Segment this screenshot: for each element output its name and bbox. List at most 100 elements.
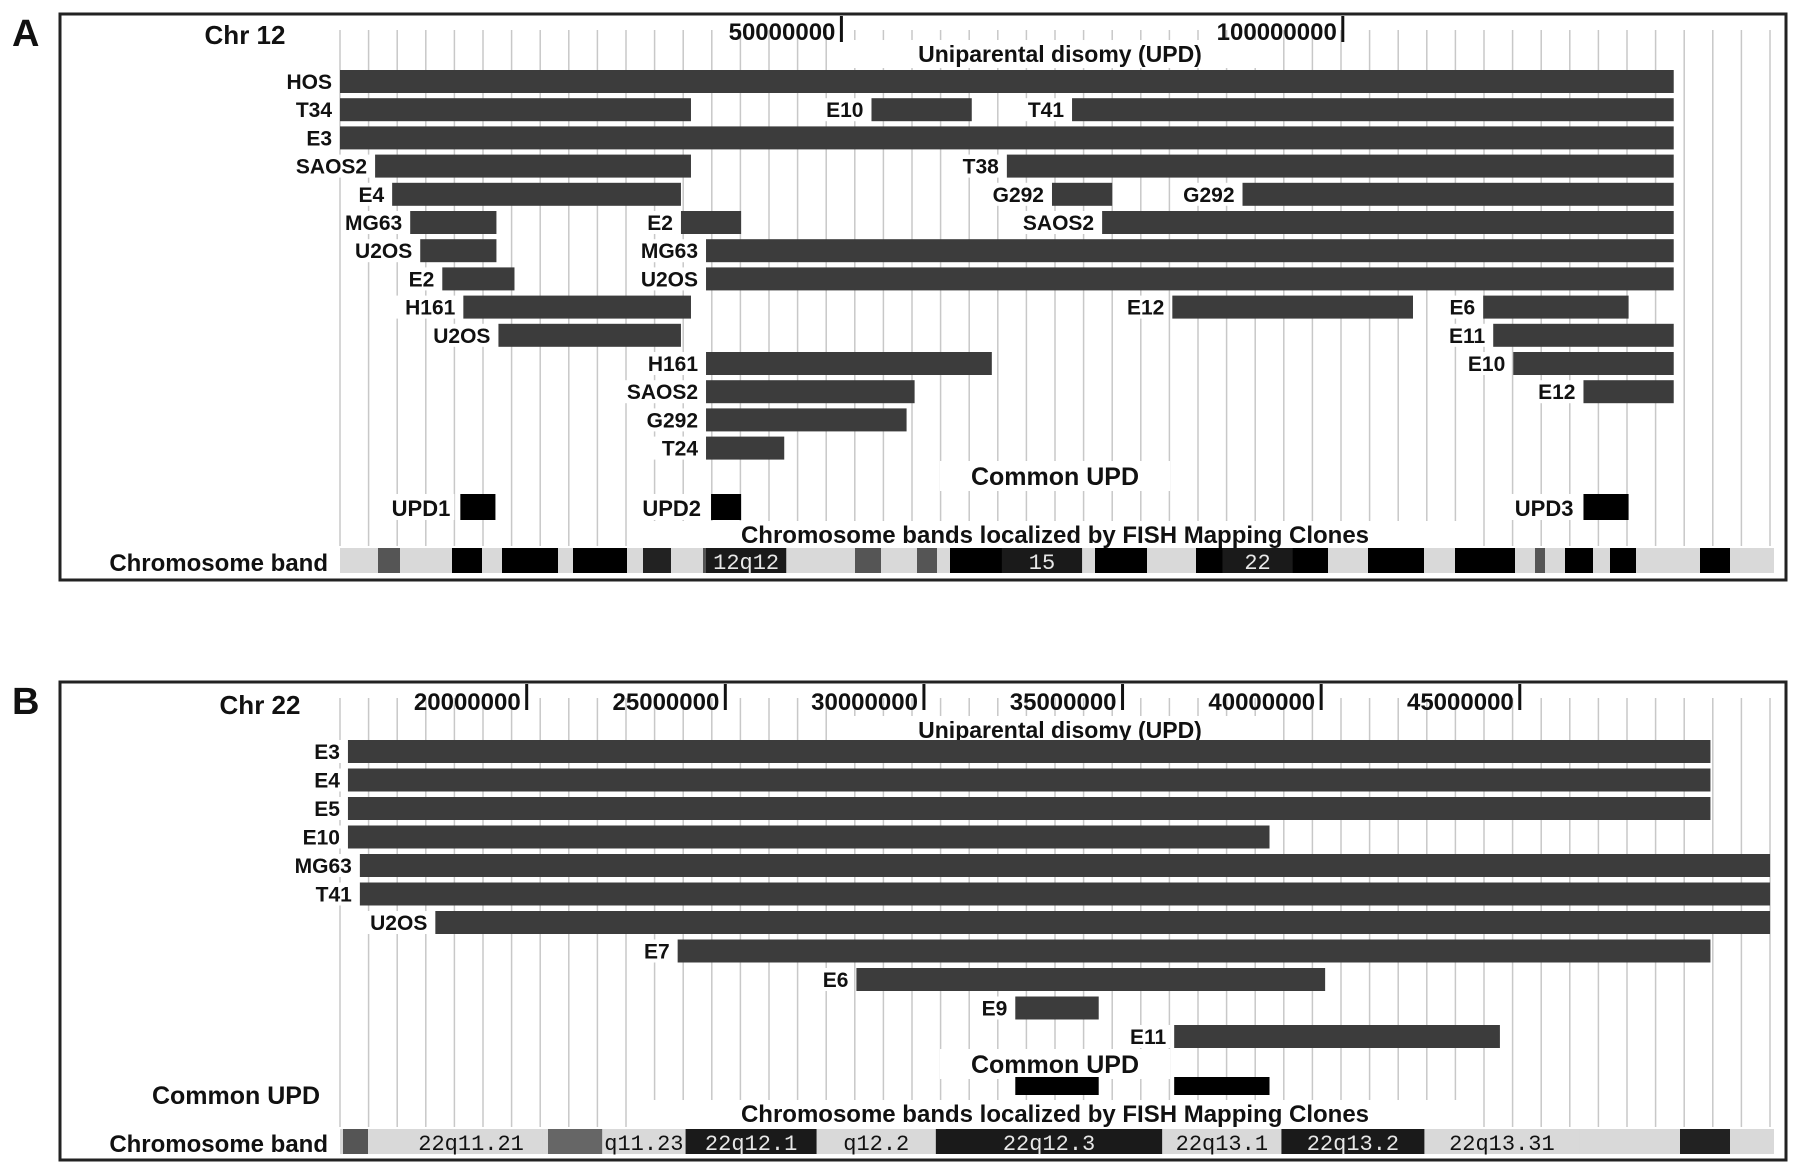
upd-segment bbox=[420, 239, 497, 263]
band-block bbox=[1505, 548, 1515, 573]
segment-label: H161 bbox=[648, 353, 699, 376]
segment-label-bg bbox=[286, 70, 336, 93]
segment-label-bg bbox=[307, 768, 344, 792]
common-upd-blocks: UPD1 UPD2 UPD3 bbox=[388, 494, 1629, 521]
upd-segment bbox=[442, 267, 515, 291]
segment-label-bg bbox=[293, 825, 344, 849]
segment-label-bg bbox=[1020, 211, 1099, 234]
segment-label-bg bbox=[293, 154, 372, 178]
upd-segment bbox=[347, 797, 1711, 820]
chromosome-label: Chr 22 bbox=[220, 690, 301, 720]
upd-segment bbox=[1493, 323, 1674, 347]
common-upd-block bbox=[1174, 1077, 1270, 1095]
band-row-label: Chromosome band bbox=[109, 550, 328, 577]
common-upd-title-bg bbox=[940, 461, 1170, 491]
band-label: 22q12.1 bbox=[705, 1132, 797, 1157]
segment-label-bg bbox=[952, 154, 1003, 178]
upd-segment bbox=[392, 182, 681, 206]
band-block bbox=[1610, 548, 1636, 573]
band-labeled bbox=[399, 1129, 543, 1154]
segment-label: U2OS bbox=[355, 240, 412, 263]
segment-label: U2OS bbox=[641, 268, 698, 291]
upd-segment bbox=[1015, 996, 1099, 1020]
axis-tick-label: 50000000 bbox=[729, 19, 836, 46]
band-label: 22q12.3 bbox=[1003, 1132, 1095, 1157]
common-upd-block bbox=[1583, 494, 1629, 520]
band-label: q11.23 bbox=[604, 1132, 683, 1157]
band-block bbox=[1290, 548, 1328, 573]
segment-label-bg bbox=[1120, 1025, 1171, 1048]
band-label: 22q11.21 bbox=[418, 1132, 524, 1157]
segment-label: SAOS2 bbox=[296, 156, 367, 179]
segment-label: U2OS bbox=[370, 912, 427, 935]
axis-tick-label: 20000000 bbox=[414, 689, 521, 716]
band-labeled bbox=[1281, 1129, 1425, 1154]
segment-label: E11 bbox=[1449, 325, 1486, 348]
band-labeled bbox=[1424, 1129, 1580, 1154]
segment-label-bg bbox=[1459, 352, 1510, 375]
band-block bbox=[1535, 548, 1545, 573]
upd-segment bbox=[1583, 380, 1674, 404]
panel-letter: B bbox=[12, 681, 39, 723]
segment-label-bg bbox=[402, 267, 439, 291]
upd-segment bbox=[706, 436, 785, 460]
common-upd-block bbox=[711, 494, 742, 520]
common-upd-side-label: Common UPD bbox=[152, 1082, 320, 1110]
segment-label: T34 bbox=[296, 99, 333, 122]
upd-segments: E3 E4 E5 E10 MG63 T41 U2OS E7 E6 E9 E11 bbox=[291, 740, 1771, 1049]
upd-segment bbox=[706, 380, 915, 404]
common-upd-title: Common UPD bbox=[971, 463, 1139, 491]
segment-label: E6 bbox=[1450, 297, 1476, 320]
upd-segment bbox=[1102, 211, 1674, 234]
band-label: 15 bbox=[1029, 551, 1055, 576]
upd-segment bbox=[706, 408, 907, 432]
upd-segment bbox=[1174, 1025, 1500, 1048]
band-block bbox=[573, 548, 627, 573]
band-block bbox=[1565, 548, 1593, 573]
band-row-label: Chromosome band bbox=[109, 1131, 328, 1158]
upd-segment bbox=[680, 211, 742, 234]
segment-label-bg bbox=[640, 211, 677, 234]
segment-label-bg bbox=[652, 436, 703, 460]
upd-segment bbox=[347, 768, 1711, 792]
band-labeled bbox=[685, 1129, 817, 1154]
fish-title: Chromosome bands localized by FISH Mappi… bbox=[741, 1101, 1369, 1128]
segment-label-bg bbox=[1174, 182, 1239, 206]
band-block bbox=[643, 548, 671, 573]
common-upd-block bbox=[1015, 1077, 1099, 1095]
segment-label-bg bbox=[1018, 98, 1069, 122]
segment-label-bg bbox=[395, 295, 460, 319]
segment-label-bg bbox=[1439, 323, 1490, 347]
axis-ticks: 20000000 25000000 30000000 35000000 40000000… bbox=[414, 684, 1522, 716]
segment-label: G292 bbox=[647, 409, 698, 432]
segment-label: E7 bbox=[644, 941, 670, 964]
segment-label-bg bbox=[352, 239, 417, 263]
chromosome-bands: 12q12 15 22 bbox=[340, 548, 1774, 576]
upd-title: Uniparental disomy (UPD) bbox=[918, 717, 1202, 743]
band-block bbox=[378, 548, 400, 573]
upd-segment bbox=[340, 98, 691, 122]
segment-label-bg bbox=[975, 996, 1012, 1020]
segment-label: E11 bbox=[1130, 1026, 1167, 1049]
segment-label-bg bbox=[816, 968, 853, 991]
band-block bbox=[950, 548, 1008, 573]
upd-segment bbox=[340, 70, 1674, 93]
segment-label: H161 bbox=[405, 297, 456, 320]
upd-segment bbox=[435, 911, 1771, 934]
segment-label: E10 bbox=[826, 99, 863, 122]
upd-segment bbox=[347, 740, 1711, 763]
upd-segment bbox=[359, 882, 1771, 906]
segment-label-bg bbox=[367, 911, 432, 934]
upd-segment bbox=[359, 854, 1771, 877]
upd-segment bbox=[1172, 295, 1413, 319]
axis-tick-label: 40000000 bbox=[1208, 689, 1315, 716]
upd-segment bbox=[706, 352, 992, 375]
band-block bbox=[855, 548, 881, 573]
chromosome-bands: 22q11.21 q11.23 22q12.1 q12.2 22q12.3 22q13.1… bbox=[340, 1129, 1774, 1157]
segment-label: E3 bbox=[314, 741, 340, 764]
band-labeled bbox=[935, 1129, 1163, 1154]
segment-label: MG63 bbox=[295, 855, 352, 878]
segment-label-bg bbox=[1529, 380, 1580, 404]
upd-title-bg bbox=[850, 40, 1270, 68]
